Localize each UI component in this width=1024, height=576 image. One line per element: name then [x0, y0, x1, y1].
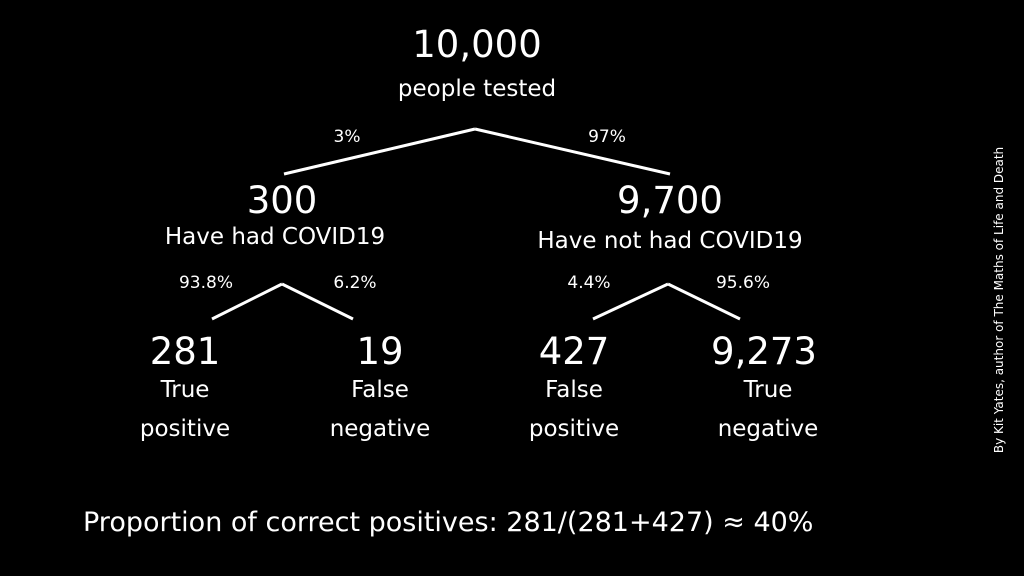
pct-have-not-had: 97%	[588, 127, 626, 147]
leaf-true-negative-count: 9,273	[711, 330, 817, 373]
leaf-false-negative-count: 19	[356, 330, 404, 373]
leaf-true-positive-count: 281	[149, 330, 221, 373]
node-have-had-count: 300	[246, 179, 318, 222]
leaf-false-negative-label: False negative	[329, 377, 431, 442]
proportion-formula: Proportion of correct positives: 281/(28…	[83, 507, 814, 538]
pct-have-had: 3%	[333, 127, 361, 147]
pct-true-negative: 95.6%	[715, 273, 771, 293]
root-label: people tested	[397, 76, 557, 102]
branch-right-right	[667, 282, 741, 321]
leaf-true-positive-label: True positive	[139, 377, 231, 442]
pct-false-negative: 6.2%	[333, 273, 377, 293]
node-have-not-had-count: 9,700	[617, 179, 723, 222]
branch-root-right	[474, 127, 671, 176]
node-have-not-had-label: Have not had COVID19	[537, 228, 803, 254]
pct-true-positive: 93.8%	[178, 273, 234, 293]
leaf-false-positive-count: 427	[538, 330, 610, 373]
branch-left-right	[281, 282, 354, 321]
node-have-had-label: Have had COVID19	[164, 224, 386, 250]
leaf-false-positive-label: False positive	[528, 377, 620, 442]
branch-right-left	[592, 282, 669, 321]
pct-false-positive: 4.4%	[567, 273, 611, 293]
branch-root-left	[283, 127, 476, 176]
branch-left-left	[211, 282, 283, 321]
leaf-true-negative-label: True negative	[717, 377, 819, 442]
root-count: 10,000	[412, 23, 542, 66]
author-credit: By Kit Yates, author of The Maths of Lif…	[992, 146, 1006, 454]
